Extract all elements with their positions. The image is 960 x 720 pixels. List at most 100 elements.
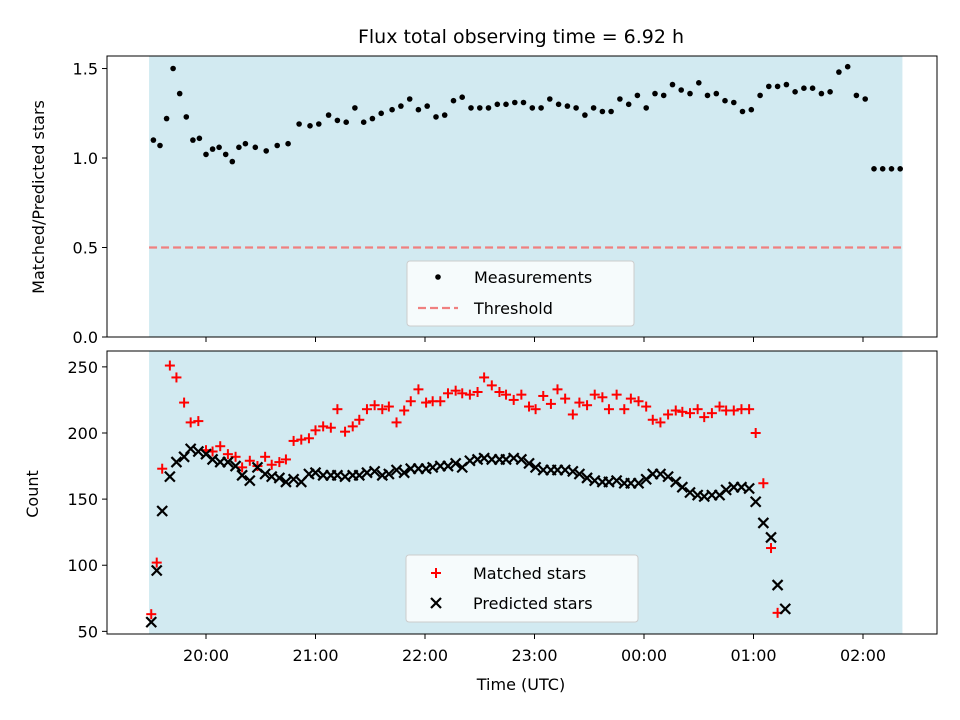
- bottom-panel: 50 100 150 200 250 20:00 21:00 22:00 23:00 00:00 0…: [67, 350, 938, 665]
- measurement-point: [296, 121, 302, 127]
- predicted-star-point: [368, 465, 381, 478]
- matched-star-point: [215, 441, 226, 452]
- measurement-point: [325, 112, 332, 118]
- matched-star-point: [647, 414, 658, 425]
- matched-star-point: [633, 396, 644, 407]
- predicted-star-point: [610, 474, 623, 487]
- matched-star-point: [486, 380, 497, 391]
- measurement-point: [236, 144, 242, 151]
- matched-star-point: [435, 396, 446, 407]
- matched-star-point: [603, 404, 614, 415]
- matched-star-point: [325, 422, 336, 433]
- predicted-star-point: [523, 457, 535, 470]
- measurement-point: [582, 112, 588, 118]
- measurement-point: [352, 105, 358, 111]
- matched-star-point: [391, 417, 402, 428]
- predicted-star-point: [309, 466, 322, 479]
- measurement-point: [783, 81, 790, 88]
- measurement-point: [203, 151, 209, 158]
- measurement-point: [818, 90, 825, 97]
- predicted-star-point: [353, 469, 366, 482]
- predicted-star-point: [765, 531, 777, 544]
- measurement-point: [660, 92, 667, 99]
- matched-star-point: [684, 408, 695, 419]
- matched-star-point: [464, 389, 475, 400]
- matched-star-point: [479, 372, 490, 383]
- predicted-star-point: [398, 466, 410, 479]
- matched-star-point: [545, 398, 556, 409]
- measurement-point: [433, 114, 439, 120]
- predicted-star-point: [287, 473, 300, 486]
- matched-star-point: [179, 397, 190, 408]
- matched-star-point: [611, 389, 622, 400]
- measurement-point: [652, 90, 658, 97]
- matched-star-point: [369, 400, 380, 411]
- legend-measurements-label: Measurements: [474, 268, 592, 287]
- measurement-point: [608, 108, 614, 115]
- measurement-point: [696, 80, 702, 86]
- matched-star-point: [516, 389, 527, 400]
- measurement-point: [285, 140, 291, 147]
- measurement-point: [378, 110, 385, 117]
- predicted-star-point: [757, 517, 770, 529]
- measurement-point: [334, 117, 341, 124]
- measurement-point: [316, 121, 322, 127]
- bottom-xtick-label: 02:00: [840, 646, 886, 665]
- bottom-xtick-label: 01:00: [730, 646, 776, 665]
- measurement-point: [415, 106, 422, 113]
- matched-star-point: [692, 404, 703, 415]
- predicted-star-point: [156, 505, 168, 517]
- measurement-point: [538, 105, 544, 111]
- matched-star-point: [303, 433, 314, 444]
- legend-measurements-marker: [435, 274, 441, 280]
- measurement-point: [836, 69, 842, 75]
- matched-star-point: [421, 397, 432, 408]
- predicted-star-point: [164, 470, 176, 483]
- matched-star-point: [193, 416, 204, 427]
- predicted-star-point: [206, 453, 219, 466]
- matched-star-point: [567, 409, 578, 420]
- measurement-point: [704, 92, 711, 99]
- matched-star-point: [655, 417, 666, 428]
- bottom-xtick-label: 00:00: [621, 646, 667, 665]
- predicted-star-point: [654, 468, 667, 480]
- measurement-point: [369, 115, 376, 122]
- predicted-star-point: [684, 486, 696, 499]
- measurement-point: [406, 96, 413, 102]
- measurement-point: [897, 166, 903, 172]
- measurement-point: [157, 142, 163, 149]
- measurement-point: [879, 166, 886, 172]
- matched-star-point: [501, 389, 512, 400]
- chart-title: Flux total observing time = 6.92 h: [358, 26, 684, 48]
- bottom-legend: Matched stars Predicted stars: [405, 554, 639, 623]
- measurement-point: [643, 105, 649, 111]
- measurement-point: [209, 146, 216, 152]
- bottom-plot-frame: [106, 350, 938, 635]
- predicted-star-point: [632, 477, 645, 490]
- matched-star-point: [399, 405, 410, 416]
- bottom-ytick-label: 200: [67, 424, 98, 443]
- legend-threshold-label: Threshold: [473, 299, 553, 318]
- bottom-xtick-label: 23:00: [511, 646, 557, 665]
- matched-star-point: [582, 400, 593, 411]
- predicted-star-point: [170, 456, 183, 468]
- matched-star-point: [677, 406, 688, 417]
- measurement-point: [739, 108, 746, 115]
- measurement-point: [871, 166, 877, 172]
- measurement-point: [827, 89, 833, 95]
- matched-star-point: [728, 405, 739, 416]
- bottom-ytick-label: 150: [67, 490, 98, 509]
- matched-star-point: [560, 393, 571, 404]
- predicted-star-point: [222, 456, 234, 468]
- measurement-point: [512, 99, 518, 106]
- matched-star-point: [442, 388, 453, 399]
- predicted-star-point: [515, 453, 528, 466]
- predicted-star-point: [749, 495, 762, 508]
- measurement-point: [424, 103, 431, 109]
- measurement-point: [307, 123, 313, 129]
- matched-star-point: [332, 404, 343, 415]
- matched-star-point: [244, 455, 255, 466]
- matched-star-point: [288, 435, 299, 446]
- matched-star-point: [494, 386, 505, 397]
- top-ytick-label: 0.5: [73, 239, 98, 258]
